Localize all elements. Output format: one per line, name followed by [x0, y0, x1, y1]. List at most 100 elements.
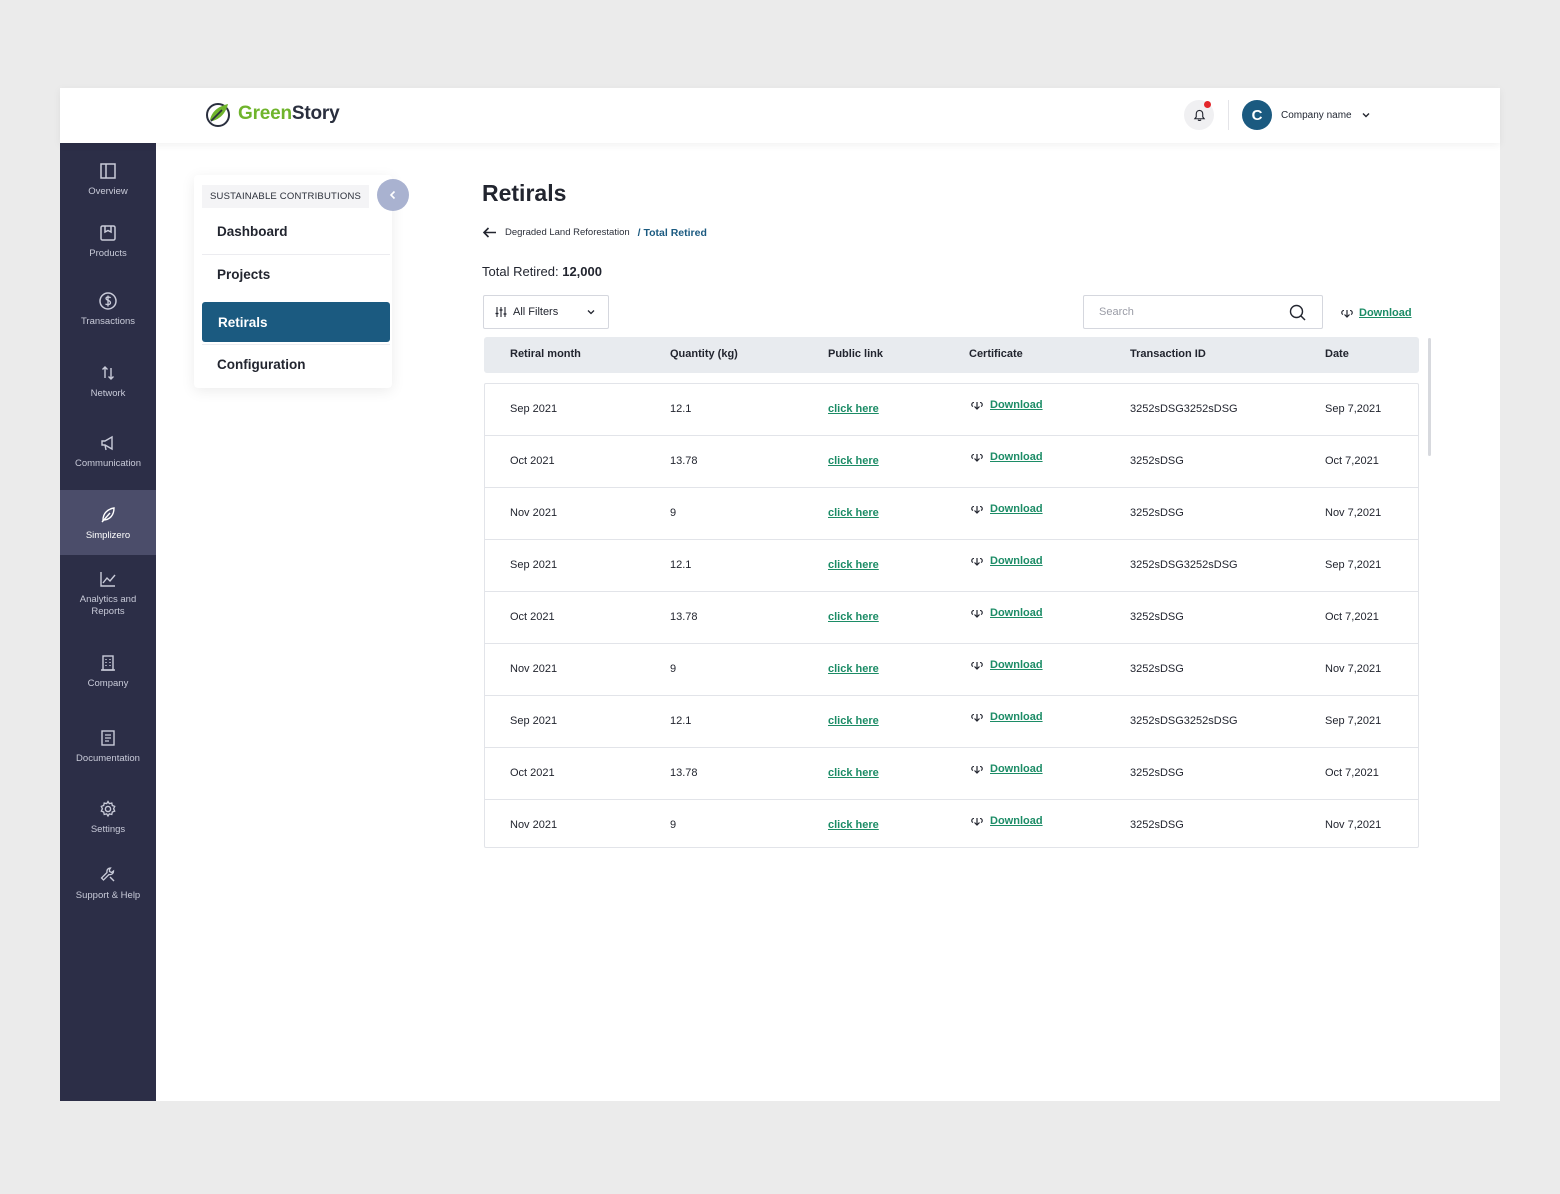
public-link[interactable]: click here [828, 767, 879, 779]
download-icon [971, 661, 983, 670]
cell-quantity: 13.78 [670, 611, 698, 623]
column-header-quantity[interactable]: Quantity (kg) [670, 348, 738, 360]
certificate-download[interactable]: Download [970, 607, 1043, 619]
table-row: Nov 2021 9 click here Download 3252sDSG … [485, 488, 1418, 540]
certificate-download[interactable]: Download [970, 815, 1043, 827]
rail-item-transactions[interactable]: Transactions [60, 291, 156, 328]
search-input[interactable] [1084, 296, 1274, 328]
breadcrumb-parent[interactable]: Degraded Land Reforestation [505, 227, 630, 238]
public-link[interactable]: click here [828, 507, 879, 519]
cell-transaction-id: 3252sDSG [1130, 507, 1184, 519]
certificate-download[interactable]: Download [970, 711, 1043, 723]
rail-item-overview[interactable]: Overview [60, 161, 156, 198]
rail-label: Transactions [80, 316, 136, 327]
topbar-divider [1228, 100, 1229, 130]
certificate-download[interactable]: Download [970, 503, 1043, 515]
submenu-item-configuration[interactable]: Configuration [202, 344, 390, 384]
certificate-download-label: Download [990, 763, 1043, 775]
total-retired-value: 12,000 [562, 264, 602, 279]
brand-logo[interactable]: GreenStory [204, 100, 340, 128]
submenu-title: SUSTAINABLE CONTRIBUTIONS [202, 185, 370, 208]
rail-item-simplizero[interactable]: Simplizero [60, 490, 156, 555]
column-header-retiral-month[interactable]: Retiral month [510, 348, 581, 360]
cell-transaction-id: 3252sDSG3252sDSG [1130, 403, 1238, 415]
wrench-icon [100, 867, 115, 882]
download-icon [971, 557, 983, 566]
certificate-download-label: Download [990, 555, 1043, 567]
search-box [1083, 295, 1323, 329]
chevron-down-icon [1362, 113, 1370, 118]
table-header: Retiral month Quantity (kg) Public link … [484, 337, 1419, 373]
cell-month: Nov 2021 [510, 507, 558, 519]
rail-item-support[interactable]: Support & Help [60, 865, 156, 902]
rail-item-company[interactable]: Company [60, 653, 156, 690]
rail-item-network[interactable]: Network [60, 363, 156, 400]
rail-label: Simplizero [85, 530, 131, 541]
leaf-icon [101, 507, 115, 523]
public-link[interactable]: click here [828, 715, 879, 727]
public-link[interactable]: click here [828, 819, 879, 831]
public-link[interactable]: click here [828, 611, 879, 623]
cell-date: Nov 7,2021 [1325, 507, 1382, 519]
avatar: C [1242, 100, 1272, 130]
certificate-download[interactable]: Download [970, 555, 1043, 567]
breadcrumb: Degraded Land Reforestation / Total Reti… [482, 226, 707, 239]
rail-item-settings[interactable]: Settings [60, 799, 156, 836]
table-row: Oct 2021 13.78 click here Download 3252s… [485, 592, 1418, 644]
search-icon[interactable] [1289, 304, 1306, 321]
download-icon [971, 713, 983, 722]
cell-month: Oct 2021 [510, 611, 555, 623]
chevron-down-icon [587, 310, 595, 315]
table-scrollbar[interactable] [1428, 338, 1431, 456]
download-all-button[interactable]: Download [1340, 307, 1412, 319]
chart-icon [100, 572, 116, 587]
notification-badge [1204, 101, 1211, 108]
retirals-table: Sep 2021 12.1 click here Download 3252sD… [484, 383, 1419, 848]
cell-quantity: 9 [670, 819, 677, 831]
left-navigation-rail: Overview Products Transactions Network C… [60, 143, 156, 1101]
public-link[interactable]: click here [828, 559, 879, 571]
greenstory-logo-icon [206, 103, 230, 127]
public-link[interactable]: click here [828, 455, 879, 467]
cell-quantity: 12.1 [670, 559, 692, 571]
rail-label: Settings [90, 824, 126, 835]
cell-month: Sep 2021 [510, 559, 558, 571]
submenu-item-projects[interactable]: Projects [202, 254, 390, 294]
column-header-date[interactable]: Date [1325, 348, 1349, 360]
cell-quantity: 12.1 [670, 715, 692, 727]
notifications-button[interactable] [1184, 100, 1214, 130]
public-link[interactable]: click here [828, 403, 879, 415]
column-header-transaction-id[interactable]: Transaction ID [1130, 348, 1206, 360]
company-name: Company name [1281, 109, 1352, 121]
certificate-download-label: Download [990, 711, 1043, 723]
submenu-item-dashboard[interactable]: Dashboard [217, 223, 288, 239]
cell-month: Sep 2021 [510, 715, 558, 727]
certificate-download[interactable]: Download [970, 399, 1043, 411]
rail-item-analytics[interactable]: Analytics and Reports [60, 569, 156, 618]
cell-month: Nov 2021 [510, 819, 558, 831]
column-header-certificate[interactable]: Certificate [969, 348, 1023, 360]
table-row: Sep 2021 12.1 click here Download 3252sD… [485, 384, 1418, 436]
total-retired: Total Retired: 12,000 [482, 264, 602, 279]
certificate-download[interactable]: Download [970, 451, 1043, 463]
table-row: Sep 2021 12.1 click here Download 3252sD… [485, 696, 1418, 748]
collapse-submenu-button[interactable] [377, 179, 409, 211]
cell-month: Oct 2021 [510, 767, 555, 779]
column-header-public-link[interactable]: Public link [828, 348, 884, 360]
submenu-item-retirals[interactable]: Retirals [202, 302, 390, 342]
layout-icon [100, 163, 116, 179]
account-menu[interactable]: C Company name [1242, 100, 1371, 130]
public-link[interactable]: click here [828, 663, 879, 675]
rail-item-documentation[interactable]: Documentation [60, 728, 156, 765]
rail-item-products[interactable]: Products [60, 223, 156, 260]
cell-transaction-id: 3252sDSG [1130, 819, 1184, 831]
download-icon [971, 765, 983, 774]
all-filters-dropdown[interactable]: All Filters [483, 295, 609, 329]
rail-item-communication[interactable]: Communication [60, 433, 156, 470]
certificate-download[interactable]: Download [970, 659, 1043, 671]
megaphone-icon [101, 435, 113, 451]
arrow-left-icon[interactable] [482, 226, 497, 239]
certificate-download[interactable]: Download [970, 763, 1043, 775]
table-row: Nov 2021 9 click here Download 3252sDSG … [485, 800, 1418, 852]
cell-month: Nov 2021 [510, 663, 558, 675]
